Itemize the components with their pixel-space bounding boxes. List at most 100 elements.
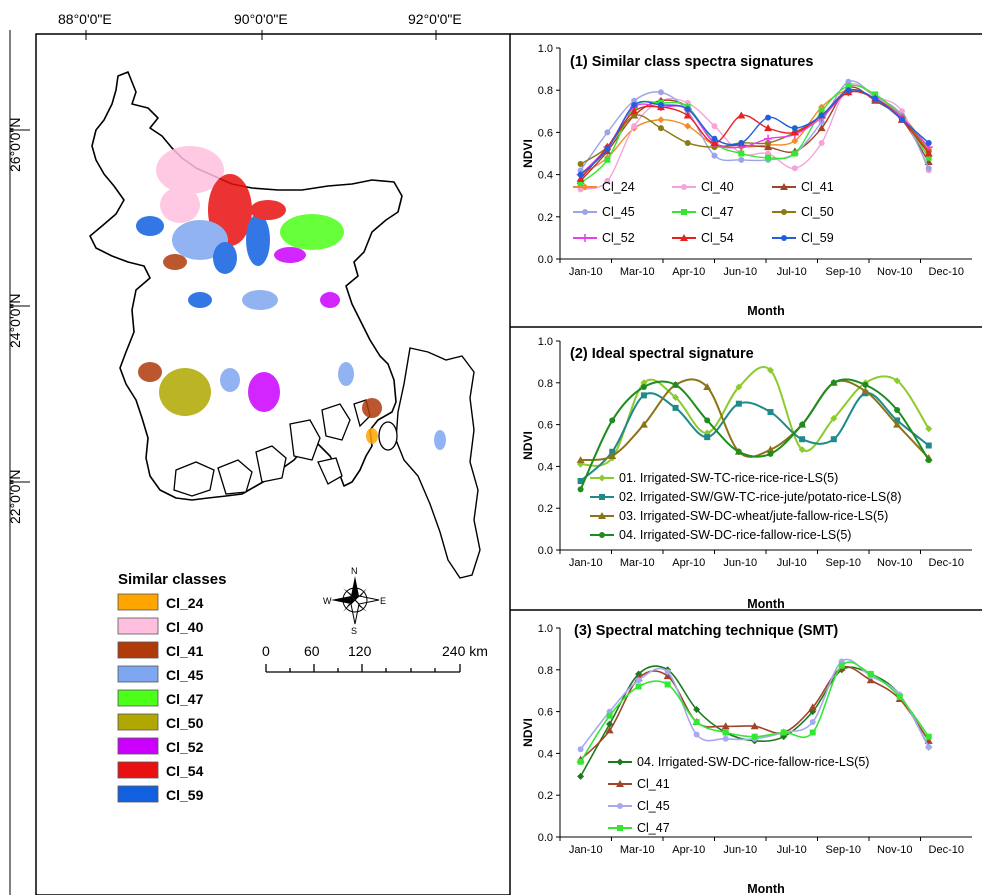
data-point bbox=[693, 719, 700, 726]
legend-marker bbox=[681, 184, 687, 190]
compass-s: S bbox=[351, 626, 357, 636]
x-axis-label: Month bbox=[747, 882, 784, 895]
scale-label-120: 120 bbox=[348, 643, 372, 659]
x-axis-label: Month bbox=[747, 597, 784, 610]
x-tick-label: Nov-10 bbox=[877, 266, 912, 278]
data-point bbox=[751, 733, 758, 740]
y-tick-label: 1.0 bbox=[538, 43, 553, 55]
legend-marker bbox=[581, 183, 589, 191]
data-point bbox=[577, 772, 585, 780]
legend-marker bbox=[617, 803, 623, 809]
data-point bbox=[925, 425, 933, 433]
data-point bbox=[704, 417, 711, 424]
data-point bbox=[576, 174, 585, 182]
legend-swatch-cl-40 bbox=[117, 617, 159, 635]
data-point bbox=[818, 139, 825, 146]
data-point bbox=[635, 677, 642, 684]
y-tick-label: 0.6 bbox=[538, 420, 553, 432]
data-point bbox=[577, 486, 584, 493]
data-point bbox=[861, 387, 870, 395]
data-point bbox=[672, 393, 680, 401]
data-point bbox=[862, 381, 869, 388]
data-point bbox=[710, 138, 719, 146]
data-point bbox=[577, 180, 584, 187]
x-axis-label: Month bbox=[747, 304, 784, 318]
data-point bbox=[809, 719, 816, 726]
chart-similar-spectra: 0.0 0.2 0.4 0.6 0.8 1.0 Jan-10 Mar-10 Apr-10 Jun-… bbox=[521, 43, 972, 318]
legend-label: Cl_45 bbox=[637, 799, 670, 813]
data-point bbox=[818, 112, 825, 119]
x-tick-label: Nov-10 bbox=[877, 844, 912, 856]
data-point bbox=[780, 729, 787, 736]
data-point bbox=[764, 134, 773, 143]
legend-label: Cl_40 bbox=[701, 180, 734, 194]
x-tick-label: Mar-10 bbox=[620, 557, 655, 569]
data-point bbox=[893, 420, 902, 428]
scale-label-0: 0 bbox=[262, 643, 270, 659]
data-point bbox=[577, 746, 584, 753]
data-point bbox=[704, 434, 711, 441]
data-point bbox=[735, 383, 743, 391]
data-point bbox=[791, 165, 798, 172]
data-point bbox=[766, 445, 775, 453]
legend-label: Cl_52 bbox=[602, 231, 635, 245]
chittagong-outline bbox=[395, 347, 481, 579]
lon-label-90: 90°0'0"E bbox=[234, 11, 288, 27]
legend-swatch-cl-50 bbox=[117, 713, 159, 731]
data-point bbox=[925, 744, 932, 751]
legend-label-cl-47: Cl_47 bbox=[166, 691, 204, 707]
legend-marker bbox=[781, 209, 787, 215]
x-tick-label: Apr-10 bbox=[672, 266, 705, 278]
x-tick-label: Dec-10 bbox=[929, 844, 964, 856]
data-point bbox=[711, 123, 718, 130]
data-point bbox=[672, 381, 679, 388]
lat-label-24: 24°0'0"N bbox=[7, 294, 23, 349]
y-tick-label: 0.0 bbox=[538, 545, 553, 557]
legend-label: Cl_47 bbox=[637, 821, 670, 835]
data-point bbox=[640, 383, 647, 390]
legend-label: Cl_59 bbox=[801, 231, 834, 245]
data-point bbox=[657, 116, 665, 124]
y-axis-label: NDVI bbox=[521, 718, 535, 747]
x-tick-label: Jul-10 bbox=[777, 844, 807, 856]
legend-swatch-cl-24 bbox=[117, 593, 159, 611]
y-tick-label: 0.2 bbox=[538, 212, 553, 224]
data-point bbox=[867, 670, 874, 677]
data-point bbox=[765, 139, 772, 146]
lat-label-26: 26°0'0"N bbox=[7, 118, 23, 173]
data-point bbox=[925, 457, 932, 464]
x-tick-label: Mar-10 bbox=[620, 844, 655, 856]
x-tick-label: Mar-10 bbox=[620, 266, 655, 278]
y-tick-label: 0.4 bbox=[538, 461, 553, 473]
data-point bbox=[639, 420, 648, 428]
y-tick-label: 0.4 bbox=[538, 748, 553, 760]
data-point bbox=[750, 722, 759, 730]
data-point bbox=[738, 150, 745, 157]
data-point bbox=[684, 122, 692, 130]
compass-w: W bbox=[323, 596, 332, 606]
y-tick-label: 0.0 bbox=[538, 254, 553, 266]
class-patches bbox=[136, 146, 446, 450]
legend-label: 02. Irrigated-SW/GW-TC-rice-jute/potato-… bbox=[619, 490, 901, 504]
x-tick-label: Dec-10 bbox=[929, 266, 964, 278]
legend-swatch-cl-59 bbox=[117, 785, 159, 803]
legend-label: Cl_24 bbox=[602, 180, 635, 194]
y-tick-label: 0.0 bbox=[538, 832, 553, 844]
data-point bbox=[818, 108, 825, 115]
data-point bbox=[766, 366, 774, 374]
legend-label: 01. Irrigated-SW-TC-rice-rice-rice-LS(5) bbox=[619, 471, 838, 485]
data-point bbox=[657, 125, 664, 132]
data-point bbox=[630, 107, 639, 115]
data-point bbox=[765, 114, 772, 121]
y-tick-label: 0.2 bbox=[538, 503, 553, 515]
data-point bbox=[609, 448, 616, 455]
data-point bbox=[845, 82, 852, 89]
map-legend-title: Similar classes bbox=[118, 571, 226, 588]
data-point bbox=[925, 139, 932, 146]
legend-label-cl-40: Cl_40 bbox=[166, 619, 204, 635]
data-point bbox=[672, 404, 679, 411]
compass-e: E bbox=[380, 596, 386, 606]
legend-marker bbox=[582, 209, 588, 215]
data-point bbox=[608, 451, 617, 459]
data-point bbox=[738, 139, 745, 146]
